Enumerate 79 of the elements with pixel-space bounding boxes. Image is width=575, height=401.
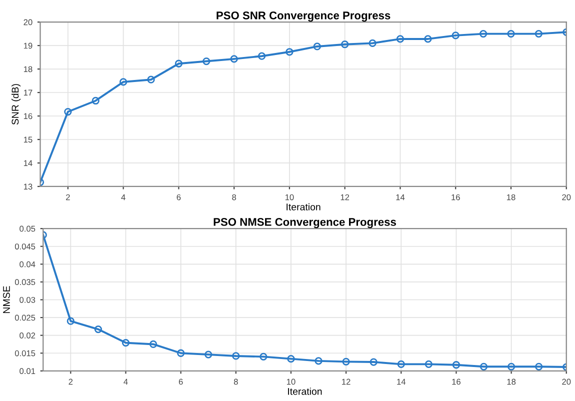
y-tick-label: 17 xyxy=(24,90,32,96)
chart-title: PSO NMSE Convergence Progress xyxy=(214,218,396,228)
point xyxy=(452,361,460,369)
x-tick-label: 10 xyxy=(285,194,294,200)
point xyxy=(480,362,488,370)
x-tick-label: 20 xyxy=(562,194,571,200)
x-tick-label: 12 xyxy=(340,194,350,200)
point xyxy=(314,357,322,365)
x-tick-label: 8 xyxy=(232,194,236,200)
point xyxy=(286,48,294,56)
point xyxy=(258,52,266,60)
point xyxy=(342,358,350,366)
x-tick-label: 14 xyxy=(396,194,405,200)
x-tick-label: 4 xyxy=(124,378,128,385)
x-tick-label: 4 xyxy=(121,194,126,200)
y-tick-label: 0.05 xyxy=(20,226,36,232)
y-tick-label: 0.01 xyxy=(20,368,36,374)
y-tick-label: 0.03 xyxy=(20,296,36,303)
y-tick-label: 19 xyxy=(24,42,32,49)
point xyxy=(424,360,432,368)
y-tick-label: 14 xyxy=(24,160,32,166)
point xyxy=(507,30,515,38)
point xyxy=(535,362,543,370)
chart-title: PSO SNR Convergence Progress xyxy=(216,12,390,22)
point xyxy=(534,30,543,38)
x-tick-label: 16 xyxy=(452,378,460,385)
point xyxy=(452,32,460,40)
y-axis-title: SNR (dB) xyxy=(12,84,21,125)
point xyxy=(232,352,240,360)
x-tick-label: 16 xyxy=(452,194,460,200)
point xyxy=(368,39,376,48)
y-tick-label: 18 xyxy=(24,66,32,72)
point xyxy=(174,60,183,68)
point xyxy=(120,78,128,86)
x-tick-label: 14 xyxy=(397,378,406,385)
point xyxy=(92,96,100,105)
y-tick-label: 13 xyxy=(24,184,32,190)
y-tick-label: 0.035 xyxy=(14,279,36,286)
x-tick-label: 18 xyxy=(506,194,516,200)
y-tick-label: 0.025 xyxy=(14,314,36,321)
y-tick-label: 15 xyxy=(24,136,32,143)
x-axis-title: Iteration xyxy=(288,388,322,395)
x-tick-label: 6 xyxy=(178,378,183,385)
x-tick-label: 6 xyxy=(176,194,181,200)
x-tick-label: 8 xyxy=(234,378,238,385)
point xyxy=(230,55,238,63)
point xyxy=(204,350,212,358)
x-axis-title: Iteration xyxy=(286,203,320,210)
x-tick-label: 18 xyxy=(507,378,516,385)
point xyxy=(177,349,185,357)
point xyxy=(149,340,158,348)
point xyxy=(64,108,72,116)
point xyxy=(287,355,295,363)
y-tick-label: 20 xyxy=(24,19,32,26)
point xyxy=(94,325,102,334)
point xyxy=(397,360,405,368)
point xyxy=(370,358,378,366)
y-tick-label: 0.04 xyxy=(20,261,36,268)
point xyxy=(147,76,155,84)
point xyxy=(122,338,130,347)
y-axis-title: NMSE xyxy=(3,286,10,313)
point xyxy=(202,57,210,66)
point xyxy=(341,40,349,48)
y-tick-label: 0.045 xyxy=(14,244,36,250)
y-tick-label: 0.02 xyxy=(20,332,36,338)
x-tick-label: 10 xyxy=(286,378,296,385)
x-tick-label: 2 xyxy=(68,378,73,385)
point xyxy=(479,30,488,38)
y-tick-label: 16 xyxy=(24,113,32,120)
point xyxy=(260,352,268,361)
point xyxy=(396,35,404,43)
point xyxy=(313,42,321,50)
point xyxy=(507,362,516,370)
x-tick-label: 20 xyxy=(562,378,571,385)
point xyxy=(66,317,74,325)
x-tick-label: 12 xyxy=(342,378,350,385)
x-tick-label: 2 xyxy=(66,194,70,200)
y-tick-label: 0.015 xyxy=(14,350,36,356)
point xyxy=(424,35,432,43)
